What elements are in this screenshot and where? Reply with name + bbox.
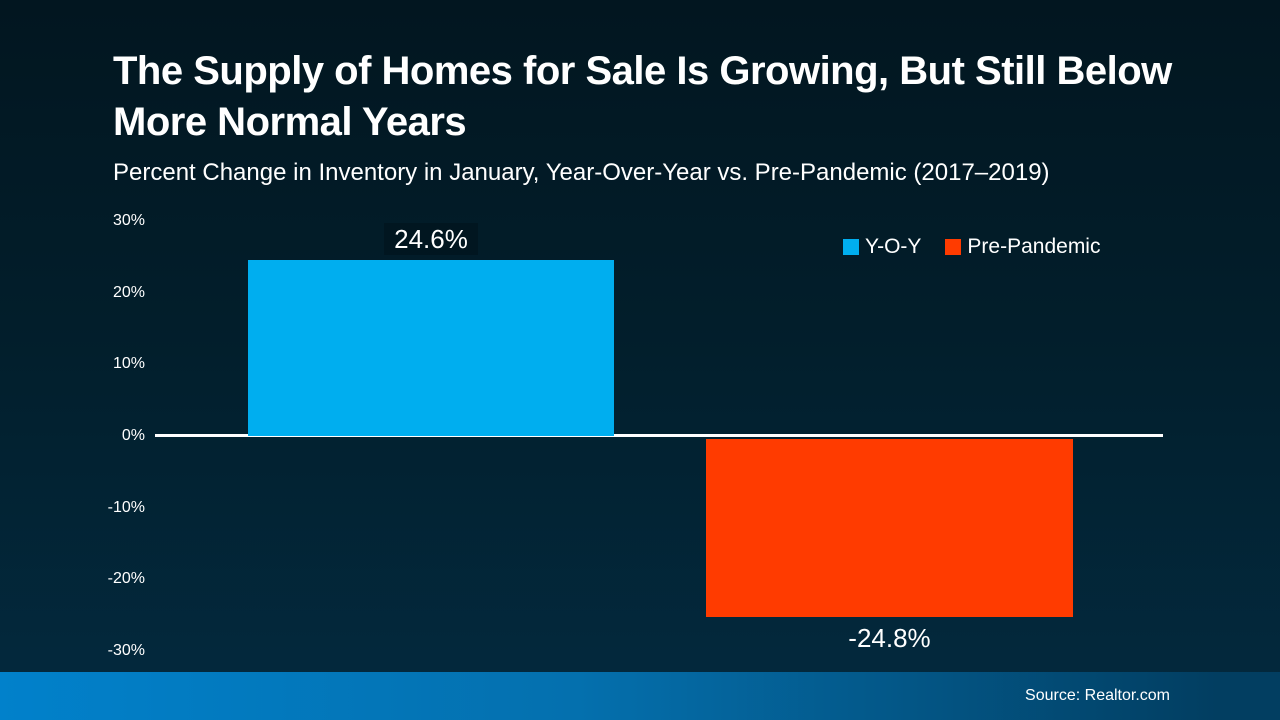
y-tick-label: -20% xyxy=(107,570,145,588)
y-tick-label: 30% xyxy=(112,212,145,229)
y-tick-label: 20% xyxy=(112,283,145,301)
legend-item-pre-pandemic: Pre-Pandemic xyxy=(945,235,1100,259)
y-tick-label: -30% xyxy=(107,642,145,659)
legend-swatch-yoy-icon xyxy=(843,239,859,255)
legend-label-pre-pandemic: Pre-Pandemic xyxy=(967,235,1101,258)
footer-bar: Source: Realtor.com xyxy=(0,672,1280,720)
legend-swatch-pre-pandemic-icon xyxy=(945,239,962,255)
source-text: Source: Realtor.com xyxy=(1025,687,1170,704)
legend-item-yoy: Y-O-Y xyxy=(843,235,921,259)
legend: Y-O-Y Pre-Pandemic xyxy=(843,235,1100,259)
bar-pre-pandemic xyxy=(706,439,1073,617)
data-label-yoy: 24.6% xyxy=(248,222,614,255)
y-tick-label: 10% xyxy=(112,355,145,373)
y-tick-label: -10% xyxy=(107,498,145,516)
data-label-pre-pandemic: -24.8% xyxy=(848,622,931,653)
chart-title: The Supply of Homes for Sale Is Growing,… xyxy=(113,49,1172,144)
chart-subtitle: Percent Change in Inventory in January, … xyxy=(113,159,1050,186)
legend-label-yoy: Y-O-Y xyxy=(865,235,922,258)
zero-axis-line xyxy=(155,434,1163,437)
y-tick-label: 0% xyxy=(121,427,145,444)
bar-yoy xyxy=(248,259,614,436)
